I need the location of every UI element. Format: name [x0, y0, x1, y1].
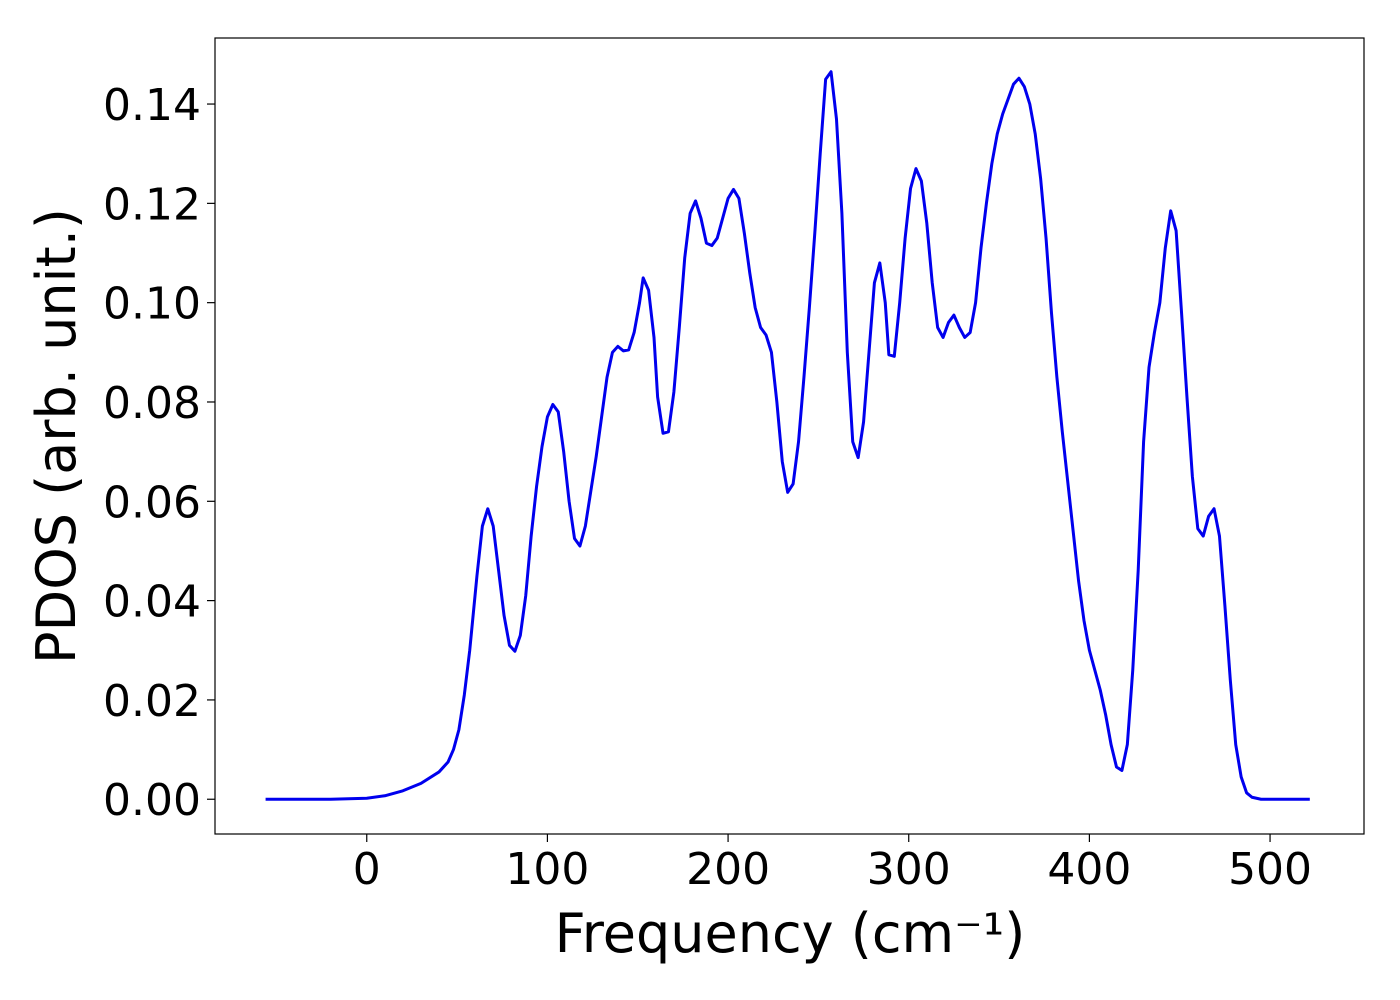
- y-tick-label: 0.10: [103, 279, 201, 330]
- x-tick-label: 100: [505, 844, 589, 895]
- y-axis-label: PDOS (arb. unit.): [25, 208, 88, 664]
- x-tick-label: 300: [867, 844, 951, 895]
- x-tick-label: 0: [353, 844, 381, 895]
- x-tick-label: 200: [686, 844, 770, 895]
- plot-frame: [214, 37, 1365, 835]
- y-tick-label: 0.02: [103, 676, 201, 727]
- data-line: [265, 70, 1310, 801]
- y-tick-label: 0.06: [103, 477, 201, 528]
- y-tick-label: 0.04: [103, 577, 201, 628]
- y-tick-label: 0.00: [103, 775, 201, 826]
- x-tick-label: 500: [1228, 844, 1312, 895]
- y-tick-label: 0.12: [103, 179, 201, 230]
- x-tick-label: 400: [1047, 844, 1131, 895]
- x-axis-label: Frequency (cm⁻¹): [555, 902, 1026, 965]
- y-tick-label: 0.14: [103, 80, 201, 131]
- y-tick-label: 0.08: [103, 378, 201, 429]
